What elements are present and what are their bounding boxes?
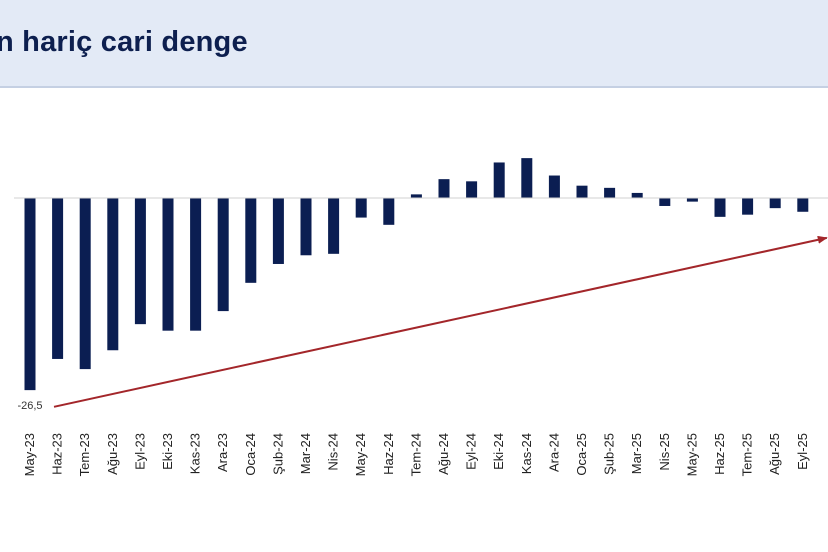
x-tick-label: May-24 bbox=[353, 433, 368, 476]
x-tick-label: Ağu-23 bbox=[105, 433, 120, 475]
x-tick-label: Oca-24 bbox=[243, 433, 258, 476]
x-tick-label: Ara-23 bbox=[215, 433, 230, 472]
bar-Oca-25 bbox=[576, 185, 588, 198]
bar-Ara-23 bbox=[217, 198, 229, 312]
x-tick-label: Ara-24 bbox=[546, 433, 561, 472]
bar-Eyl-24 bbox=[466, 181, 478, 198]
x-tick-label: Eyl-24 bbox=[464, 433, 479, 470]
title-banner: n hariç cari denge bbox=[0, 0, 828, 88]
x-tick-label: Tem-23 bbox=[77, 433, 92, 476]
x-tick-label: Şub-25 bbox=[602, 433, 617, 475]
bar-Nis-25 bbox=[659, 198, 671, 206]
bar-Tem-23 bbox=[79, 198, 91, 370]
bar-Oca-24 bbox=[245, 198, 257, 283]
bar-Mar-25 bbox=[631, 192, 643, 198]
x-tick-label: Eki-23 bbox=[160, 433, 175, 470]
bar-Eyl-23 bbox=[134, 198, 146, 325]
bar-Ağu-24 bbox=[438, 179, 450, 198]
bar-Ara-24 bbox=[548, 175, 560, 198]
x-tick-label: Kas-24 bbox=[519, 433, 534, 474]
bar-Haz-25 bbox=[714, 198, 726, 217]
x-tick-label: Haz-23 bbox=[50, 433, 65, 475]
bar-Haz-23 bbox=[52, 198, 64, 359]
bar-Şub-24 bbox=[272, 198, 284, 264]
x-tick-label: Eyl-23 bbox=[132, 433, 147, 470]
bar-Tem-25 bbox=[742, 198, 754, 215]
bar-Kas-24 bbox=[521, 158, 533, 198]
x-tick-label: Tem-25 bbox=[740, 433, 755, 476]
bar-Şub-25 bbox=[604, 187, 616, 198]
x-tick-label: Tem-24 bbox=[408, 433, 423, 476]
x-tick-label: Mar-25 bbox=[629, 433, 644, 474]
x-tick-label: Nis-25 bbox=[657, 433, 672, 471]
x-tick-label: Eki-24 bbox=[491, 433, 506, 470]
bar-Kas-23 bbox=[190, 198, 202, 331]
trend-arrow bbox=[53, 235, 828, 408]
x-tick-label: Mar-24 bbox=[298, 433, 313, 474]
bar-Haz-24 bbox=[383, 198, 395, 225]
x-tick-label: Haz-25 bbox=[712, 433, 727, 475]
x-tick-label: Ağu-24 bbox=[436, 433, 451, 475]
x-tick-label: Oca-25 bbox=[574, 433, 589, 476]
x-tick-label: May-25 bbox=[684, 433, 699, 476]
x-tick-label: Eyl-25 bbox=[795, 433, 810, 470]
bar-Ağu-23 bbox=[107, 198, 119, 351]
bar-May-24 bbox=[355, 198, 367, 218]
bar-Eyl-25 bbox=[797, 198, 809, 212]
data-label: -26,5 bbox=[17, 400, 42, 412]
bar-May-23 bbox=[24, 198, 36, 391]
bar-May-25 bbox=[686, 198, 698, 202]
x-tick-label: Şub-24 bbox=[270, 433, 285, 475]
x-tick-label: May-23 bbox=[22, 433, 37, 476]
bar-Mar-24 bbox=[300, 198, 312, 256]
x-tick-label: Haz-24 bbox=[381, 433, 396, 475]
bar-Nis-24 bbox=[328, 198, 340, 254]
x-tick-label: Ağu-25 bbox=[767, 433, 782, 475]
chart-title: n hariç cari denge bbox=[0, 26, 248, 58]
bar-Tem-24 bbox=[410, 194, 422, 198]
bar-Eki-24 bbox=[493, 162, 505, 198]
x-tick-label: Kas-23 bbox=[188, 433, 203, 474]
bar-Eki-23 bbox=[162, 198, 174, 331]
bar-Ağu-25 bbox=[769, 198, 781, 209]
x-tick-label: Nis-24 bbox=[326, 433, 341, 471]
